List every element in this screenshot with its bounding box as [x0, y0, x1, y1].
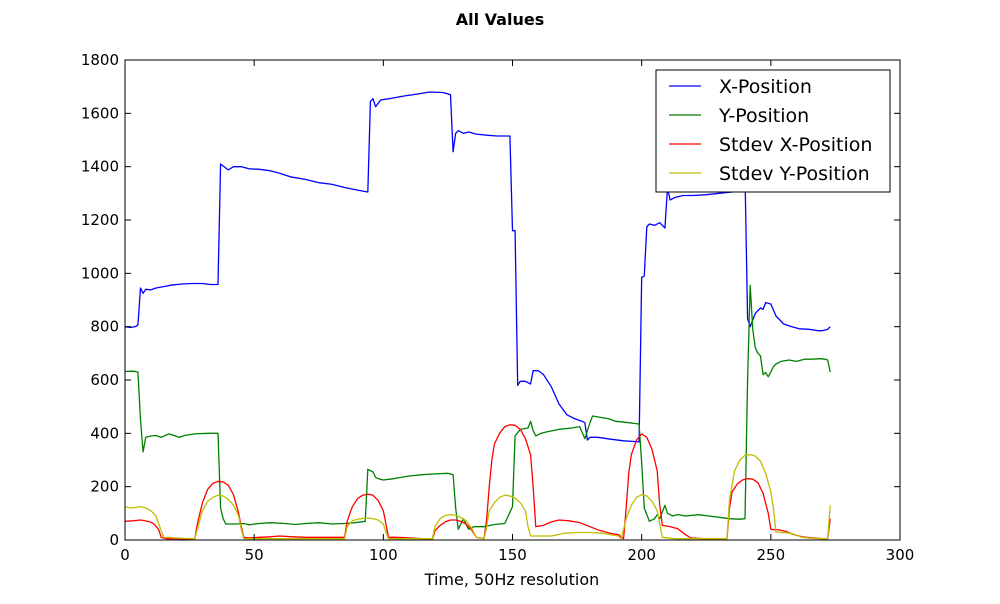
- x-tick-label: 50: [245, 546, 264, 564]
- y-tick-label: 1400: [81, 158, 119, 176]
- legend-label: Y-Position: [718, 105, 809, 127]
- axes: 0 50 100 150 200 250 300 0 200 400 600 800 1000 1200 1…: [81, 51, 915, 564]
- y-tick-label: 1200: [81, 211, 119, 229]
- legend-label: Stdev Y-Position: [719, 163, 870, 185]
- series-line-2: [125, 284, 831, 530]
- y-tick-label: 600: [90, 371, 119, 389]
- x-tick-label: 100: [369, 546, 398, 564]
- x-tick-label: 300: [886, 546, 915, 564]
- legend: X-Position Y-Position Stdev X-Position Stde…: [655, 69, 891, 193]
- legend-label: Stdev X-Position: [719, 134, 872, 156]
- legend-box: [655, 69, 891, 193]
- y-tick-label: 0: [109, 531, 119, 549]
- chart-title: All Values: [456, 10, 544, 29]
- y-tick-label: 1000: [81, 264, 119, 282]
- x-axis-label: Time, 50Hz resolution: [424, 570, 600, 589]
- y-tick-label: 1600: [81, 104, 119, 122]
- y-tick-label: 400: [90, 424, 119, 442]
- x-tick-label: 250: [757, 546, 786, 564]
- legend-label: X-Position: [719, 76, 812, 98]
- y-tick-label: 200: [90, 478, 119, 496]
- y-tick-label: 800: [90, 318, 119, 336]
- x-tick-label: 200: [627, 546, 656, 564]
- x-tick-label: 150: [498, 546, 527, 564]
- series-line-4: [125, 454, 831, 540]
- x-tick-label: 0: [120, 546, 130, 564]
- y-tick-label: 1800: [81, 51, 119, 69]
